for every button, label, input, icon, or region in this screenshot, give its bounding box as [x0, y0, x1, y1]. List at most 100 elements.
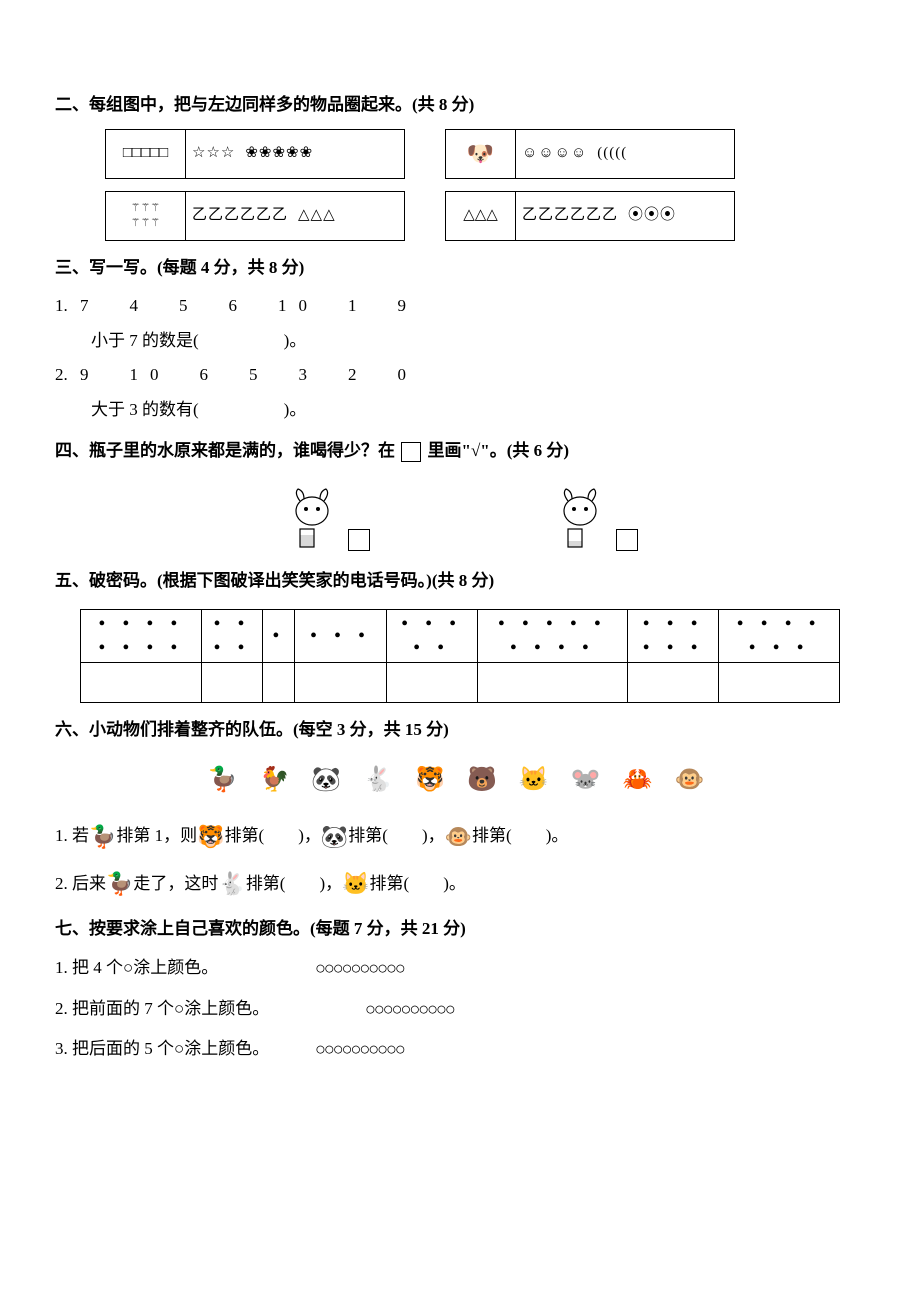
q2-box-1-right: ☆☆☆ ❀❀❀❀❀ [186, 136, 319, 171]
d06: • • • [634, 612, 712, 636]
section-5-title: 五、破密码。(根据下图破译出笑笑家的电话号码。)(共 8 分) [55, 566, 865, 597]
q2-box-3-rightA: 乙乙乙乙乙乙 [192, 202, 288, 229]
s3-q1: 1. 7 4 5 6 10 1 9 [55, 291, 865, 322]
s5-a0[interactable] [81, 662, 202, 702]
s6-q2-c: 排第( )， [246, 869, 342, 900]
q2-box-2: 🐶 ☺☺☺☺ ((((( [445, 129, 735, 179]
s7-q2-label: 2. 把前面的 7 个○涂上颜色。 [55, 994, 365, 1025]
q2-box-3: ⚚⚚⚚ ⚚⚚⚚ 乙乙乙乙乙乙 △△△ [105, 191, 405, 241]
s7-q1: 1. 把 4 个○涂上颜色。 ○○○○○○○○○○ [55, 952, 865, 984]
s5-a4[interactable] [386, 662, 477, 702]
s5-row-answer [81, 662, 840, 702]
s3-q2: 2. 9 10 6 5 3 2 0 [55, 360, 865, 391]
s5-c6: • • •• • • [628, 609, 719, 662]
dog-bottle-icon [282, 481, 342, 551]
section-4-title: 四、瓶子里的水原来都是满的，谁喝得少？在 里画"√"。(共 6 分) [55, 436, 865, 467]
section-6-title: 六、小动物们排着整齐的队伍。(每空 3 分，共 15 分) [55, 715, 865, 746]
s6-q1-c: 排第( )， [225, 821, 321, 852]
s6-q2: 2. 后来 🦆 走了，这时 🐇 排第( )， 🐱 排第( )。 [55, 864, 865, 904]
q2-box-1: □□□□□ ☆☆☆ ❀❀❀❀❀ [105, 129, 405, 179]
s6-q1-b: 排第 1，则 [116, 821, 197, 852]
s4-item-1 [282, 481, 370, 551]
d10: • • • • [87, 636, 195, 660]
s7-q2-circles[interactable]: ○○○○○○○○○○ [365, 993, 454, 1025]
s6-q2-a: 2. 后来 [55, 869, 106, 900]
q2-box-3-right: 乙乙乙乙乙乙 △△△ [186, 198, 342, 233]
s7-q3-label: 3. 把后面的 5 个○涂上颜色。 [55, 1034, 315, 1065]
d05: • • • • • [484, 612, 621, 636]
s5-c2: • [263, 609, 295, 662]
section-2-title: 二、每组图中，把与左边同样多的物品圈起来。(共 8 分) [55, 90, 865, 121]
s5-a5[interactable] [477, 662, 627, 702]
q2-box-2-right: ☺☺☺☺ ((((( [516, 136, 633, 171]
cat-icon: 🐱 [342, 864, 369, 904]
s7-q1-label: 1. 把 4 个○涂上颜色。 [55, 953, 315, 984]
d00: • • • • [87, 612, 195, 636]
s5-c3: • • • [295, 609, 386, 662]
q2-box-1-left: □□□□□ [106, 130, 186, 178]
d17: • • • [725, 636, 833, 660]
q2-box-2-left: 🐶 [446, 130, 516, 178]
panda-icon: 🐼 [321, 817, 348, 857]
s3-q1-numbers: 7 4 5 6 10 1 9 [80, 291, 418, 322]
s4-row [55, 481, 865, 551]
q2-box-1-rightB: ❀❀❀❀❀ [245, 140, 313, 167]
s7-q1-circles[interactable]: ○○○○○○○○○○ [315, 952, 404, 984]
s5-a2[interactable] [263, 662, 295, 702]
d15: • • • • [484, 636, 621, 660]
s6-q1-e: 排第( )。 [472, 821, 568, 852]
q2-box-3-left: ⚚⚚⚚ ⚚⚚⚚ [106, 192, 186, 240]
s6-q2-d: 排第( )。 [370, 869, 466, 900]
s4-title-b: 里画"√"。(共 6 分) [428, 441, 570, 460]
s5-row-dots: • • • •• • • • • •• • • • • • • • •• • •… [81, 609, 840, 662]
duck-icon: 🦆 [89, 817, 116, 857]
s5-a3[interactable] [295, 662, 386, 702]
duck-icon-2: 🦆 [106, 864, 133, 904]
s7-q2: 2. 把前面的 7 个○涂上颜色。 ○○○○○○○○○○ [55, 993, 865, 1025]
s6-q2-b: 走了，这时 [133, 869, 218, 900]
d12: • [269, 624, 288, 648]
s7-q3: 3. 把后面的 5 个○涂上颜色。 ○○○○○○○○○○ [55, 1033, 865, 1065]
s4-title-a: 四、瓶子里的水原来都是满的，谁喝得少？在 [55, 441, 395, 460]
section-3-title: 三、写一写。(每题 4 分，共 8 分) [55, 253, 865, 284]
s5-c1: • •• • [201, 609, 263, 662]
d03: • • • [301, 624, 379, 648]
s5-a1[interactable] [201, 662, 263, 702]
s5-c0: • • • •• • • • [81, 609, 202, 662]
s5-c4: • • •• • [386, 609, 477, 662]
dog-icon: 🐶 [467, 134, 494, 174]
rabbit-icon: 🐇 [218, 864, 245, 904]
s3-q1-prefix: 1. [55, 296, 68, 315]
s4-checkbox-1[interactable] [348, 529, 370, 551]
q2-box-4-right: 乙乙乙乙乙乙 ⦿⦿⦿ [516, 198, 682, 233]
monkey-icon: 🐵 [445, 817, 472, 857]
s3-q2-numbers: 9 10 6 5 3 2 0 [80, 360, 418, 391]
dog-bottle-icon-2 [550, 481, 610, 551]
s7-q3-circles[interactable]: ○○○○○○○○○○ [315, 1033, 404, 1065]
s5-c7: • • • •• • • [719, 609, 840, 662]
animals-row: 🦆 🐓 🐼 🐇 🐯 🐻 🐱 🐭 🦀 🐵 [55, 759, 865, 802]
s5-c5: • • • • •• • • • [477, 609, 627, 662]
q2-box-3-rightB: △△△ [298, 202, 336, 229]
q2-row-2: ⚚⚚⚚ ⚚⚚⚚ 乙乙乙乙乙乙 △△△ △△△ 乙乙乙乙乙乙 ⦿⦿⦿ [105, 191, 865, 241]
s3-q2-text: 大于 3 的数有( )。 [91, 395, 865, 426]
tiger-icon: 🐯 [197, 817, 224, 857]
s5-table: • • • •• • • • • •• • • • • • • • •• • •… [80, 609, 840, 703]
d14: • • [393, 636, 471, 660]
s3-q2-prefix: 2. [55, 365, 68, 384]
s5-a7[interactable] [719, 662, 840, 702]
s3-q1-text: 小于 7 的数是( )。 [91, 326, 865, 357]
s4-item-2 [550, 481, 638, 551]
q2-box-4-left: △△△ [446, 192, 516, 240]
d11: • • [208, 636, 257, 660]
q2-box-1-rightA: ☆☆☆ [192, 140, 235, 167]
s6-q1-a: 1. 若 [55, 821, 89, 852]
q2-row-1: □□□□□ ☆☆☆ ❀❀❀❀❀ 🐶 ☺☺☺☺ ((((( [105, 129, 865, 179]
s4-checkbox-2[interactable] [616, 529, 638, 551]
d07: • • • • [725, 612, 833, 636]
q2-box-4-rightB: ⦿⦿⦿ [628, 202, 676, 229]
q2-box-4-rightA: 乙乙乙乙乙乙 [522, 202, 618, 229]
q2-box-2-rightB: ((((( [597, 140, 627, 167]
q2-box-4: △△△ 乙乙乙乙乙乙 ⦿⦿⦿ [445, 191, 735, 241]
s5-a6[interactable] [628, 662, 719, 702]
